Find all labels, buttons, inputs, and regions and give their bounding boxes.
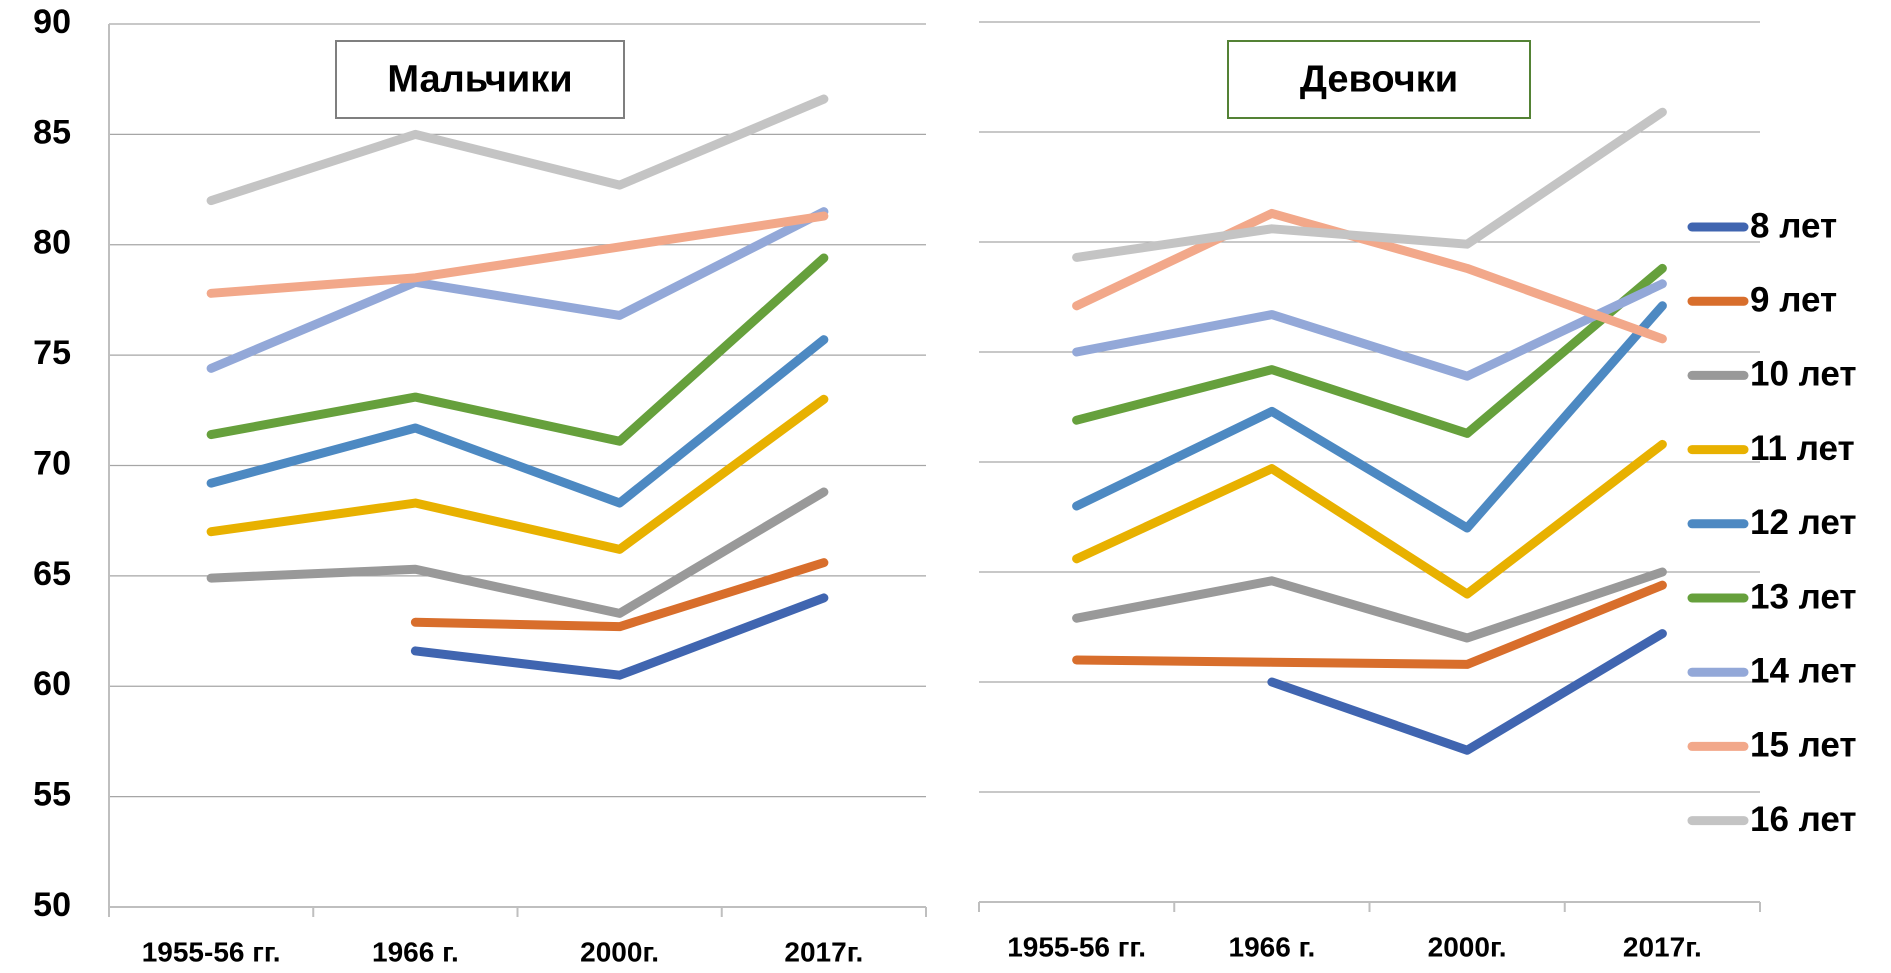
- series-line: [1072, 301, 1667, 533]
- y-tick-label: 70: [33, 444, 71, 482]
- legend-label: 10 лет: [1750, 355, 1857, 394]
- x-tick-label: 1955-56 гг.: [1007, 931, 1146, 962]
- legend-label: 12 лет: [1750, 503, 1857, 542]
- y-tick-label: 80: [33, 224, 71, 262]
- x-tick-label: 1966 г.: [1229, 931, 1316, 962]
- series-line: [410, 593, 829, 680]
- series-line: [1072, 279, 1667, 381]
- legend-label: 8 лет: [1750, 206, 1837, 245]
- series-line: [206, 253, 829, 446]
- series-line: [1072, 263, 1667, 438]
- series-line: [1072, 580, 1667, 669]
- title-box: [1227, 40, 1531, 119]
- series-line: [1267, 629, 1667, 755]
- y-tick-label: 90: [33, 3, 71, 41]
- series-line: [1072, 107, 1667, 262]
- series-line: [1072, 439, 1667, 599]
- series-line: [206, 94, 829, 206]
- y-tick-label: 85: [33, 113, 71, 151]
- y-tick-label: 50: [33, 886, 71, 924]
- legend-label: 16 лет: [1750, 800, 1857, 839]
- legend-label: 13 лет: [1750, 577, 1857, 616]
- series-line: [1072, 567, 1667, 643]
- legend-label: 15 лет: [1750, 726, 1857, 765]
- series-line: [206, 207, 829, 373]
- chart-title: Девочки: [1300, 59, 1458, 101]
- series-line: [206, 211, 829, 298]
- legend-label: 14 лет: [1750, 651, 1857, 690]
- x-tick-label: 2000г.: [580, 936, 659, 967]
- series-line: [410, 558, 829, 632]
- x-tick-label: 2017г.: [1623, 931, 1702, 962]
- x-tick-label: 2000г.: [1428, 931, 1507, 962]
- y-tick-label: 60: [33, 665, 71, 703]
- series-line: [206, 394, 829, 554]
- series-line: [206, 487, 829, 618]
- series-line: [206, 335, 829, 508]
- y-tick-label: 75: [33, 334, 71, 372]
- y-tick-label: 55: [33, 776, 71, 814]
- y-tick-label: 65: [33, 555, 71, 593]
- x-tick-label: 1966 г.: [372, 936, 459, 967]
- x-tick-label: 2017г.: [784, 936, 863, 967]
- chart-title: Мальчики: [387, 59, 572, 101]
- title-box: [335, 40, 625, 119]
- x-tick-label: 1955-56 гг.: [142, 936, 281, 967]
- legend-label: 9 лет: [1750, 280, 1837, 319]
- legend-label: 11 лет: [1750, 429, 1855, 468]
